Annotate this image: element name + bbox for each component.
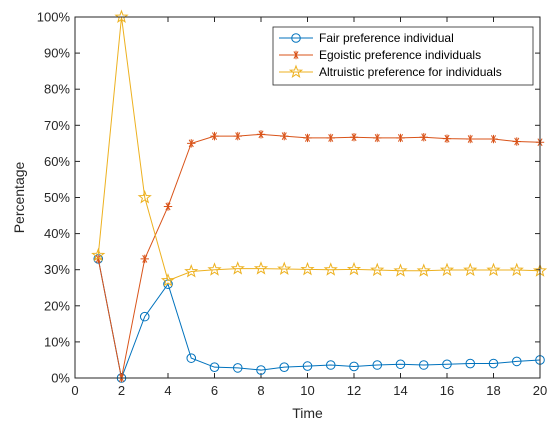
series-1-point	[372, 360, 383, 370]
x-tick-label: 20	[533, 383, 547, 398]
y-tick-label: 60%	[44, 154, 70, 169]
series-1	[93, 254, 545, 383]
y-axis-title: Percentage	[11, 161, 27, 233]
x-tick-label: 8	[257, 383, 264, 398]
series-2-point	[512, 137, 521, 146]
series-2-point	[373, 133, 382, 143]
series-3-point	[253, 261, 269, 275]
legend-items: Fair preference individual Egoistic prefe…	[279, 31, 502, 79]
series-1-point	[279, 362, 290, 372]
series-1-point	[325, 360, 336, 370]
series-2-point	[396, 133, 405, 143]
series-2-point	[256, 130, 266, 139]
x-tick-label: 4	[164, 383, 171, 398]
series-3-point	[300, 261, 315, 276]
legend-marker	[291, 50, 301, 60]
y-tick-label: 10%	[44, 334, 70, 349]
series-2-point	[303, 133, 312, 143]
series-2-point	[419, 133, 428, 142]
y-tick-label: 20%	[44, 298, 70, 313]
legend-label: Egoistic preference individuals	[319, 48, 481, 62]
legend: Fair preference individual Egoistic prefe…	[272, 26, 534, 86]
series-3-point	[114, 9, 129, 24]
series-3-point	[207, 262, 222, 276]
series-1-point	[186, 353, 197, 363]
series-2-point	[326, 133, 335, 143]
x-tick-label: 18	[486, 383, 500, 398]
series-1-point	[302, 361, 313, 371]
series-3-point	[416, 263, 431, 277]
series-3-point	[160, 273, 176, 287]
legend-label: Fair preference individual	[319, 31, 454, 45]
y-tick-label: 80%	[44, 82, 70, 97]
series-3-point	[323, 262, 338, 276]
series-1-point	[209, 362, 220, 372]
series-2-point	[280, 131, 289, 141]
legend-marker	[288, 64, 304, 79]
series-3-point	[346, 261, 362, 276]
y-tick-label: 100%	[37, 10, 71, 25]
series-1-point	[395, 359, 406, 370]
series-3-point	[277, 261, 292, 275]
series-2-point	[233, 131, 242, 141]
x-tick-label: 2	[118, 383, 125, 398]
series-1-point	[256, 365, 266, 375]
x-tick-label: 10	[300, 383, 314, 398]
series-2-point	[466, 134, 475, 144]
series-2-point	[349, 133, 359, 142]
y-tick-label: 50%	[44, 190, 70, 205]
series-3-point	[91, 247, 106, 262]
series-2	[94, 130, 545, 383]
series-2-point	[210, 131, 219, 141]
series-3-point	[184, 264, 199, 278]
ticks-layer: 0 2 4 6 8 10 12 14 16 18 20 0% 10% 20% 30% 40% 50% 60% 70%…	[37, 10, 547, 399]
legend-item: Egoistic preference individuals	[279, 48, 481, 62]
y-tick-label: 0%	[51, 371, 70, 386]
series-1-point	[139, 311, 150, 322]
series-2-point	[489, 134, 498, 144]
series-3-point	[370, 262, 385, 277]
x-tick-label: 14	[393, 383, 407, 398]
series-3-point	[439, 262, 455, 277]
x-tick-label: 12	[347, 383, 361, 398]
series-1-point	[442, 359, 452, 370]
series-3-point	[509, 262, 524, 277]
y-tick-label: 40%	[44, 226, 70, 241]
series-2-point	[140, 254, 149, 264]
series-3-point	[137, 190, 152, 204]
series-1-point	[349, 361, 359, 372]
series-1-point	[232, 363, 243, 373]
series-3-point	[393, 263, 408, 277]
series-1-point	[465, 358, 476, 369]
legend-marker	[291, 33, 301, 43]
legend-item: Fair preference individual	[279, 31, 454, 45]
x-tick-label: 0	[71, 383, 78, 398]
legend-box	[272, 26, 534, 86]
x-axis-title: Time	[292, 405, 323, 421]
legend-label: Altruistic preference for individuals	[319, 65, 502, 79]
series-1-point	[511, 356, 522, 367]
series-3-point	[486, 262, 501, 277]
plot-area-frame	[74, 16, 541, 379]
series-2-point	[187, 139, 196, 148]
series-3-point	[230, 261, 245, 275]
series-2-point	[163, 202, 173, 211]
series-1-point	[418, 360, 429, 370]
series-1-point	[488, 358, 499, 369]
y-tick-label: 30%	[44, 262, 70, 277]
y-tick-label: 70%	[44, 118, 70, 133]
x-tick-label: 16	[440, 383, 454, 398]
x-tick-label: 6	[211, 383, 218, 398]
y-tick-label: 90%	[44, 46, 70, 61]
series-3	[91, 9, 548, 287]
legend-item: Altruistic preference for individuals	[279, 64, 502, 79]
series-3-point	[463, 262, 478, 277]
series-2-point	[442, 134, 452, 143]
series-layer	[91, 9, 548, 383]
